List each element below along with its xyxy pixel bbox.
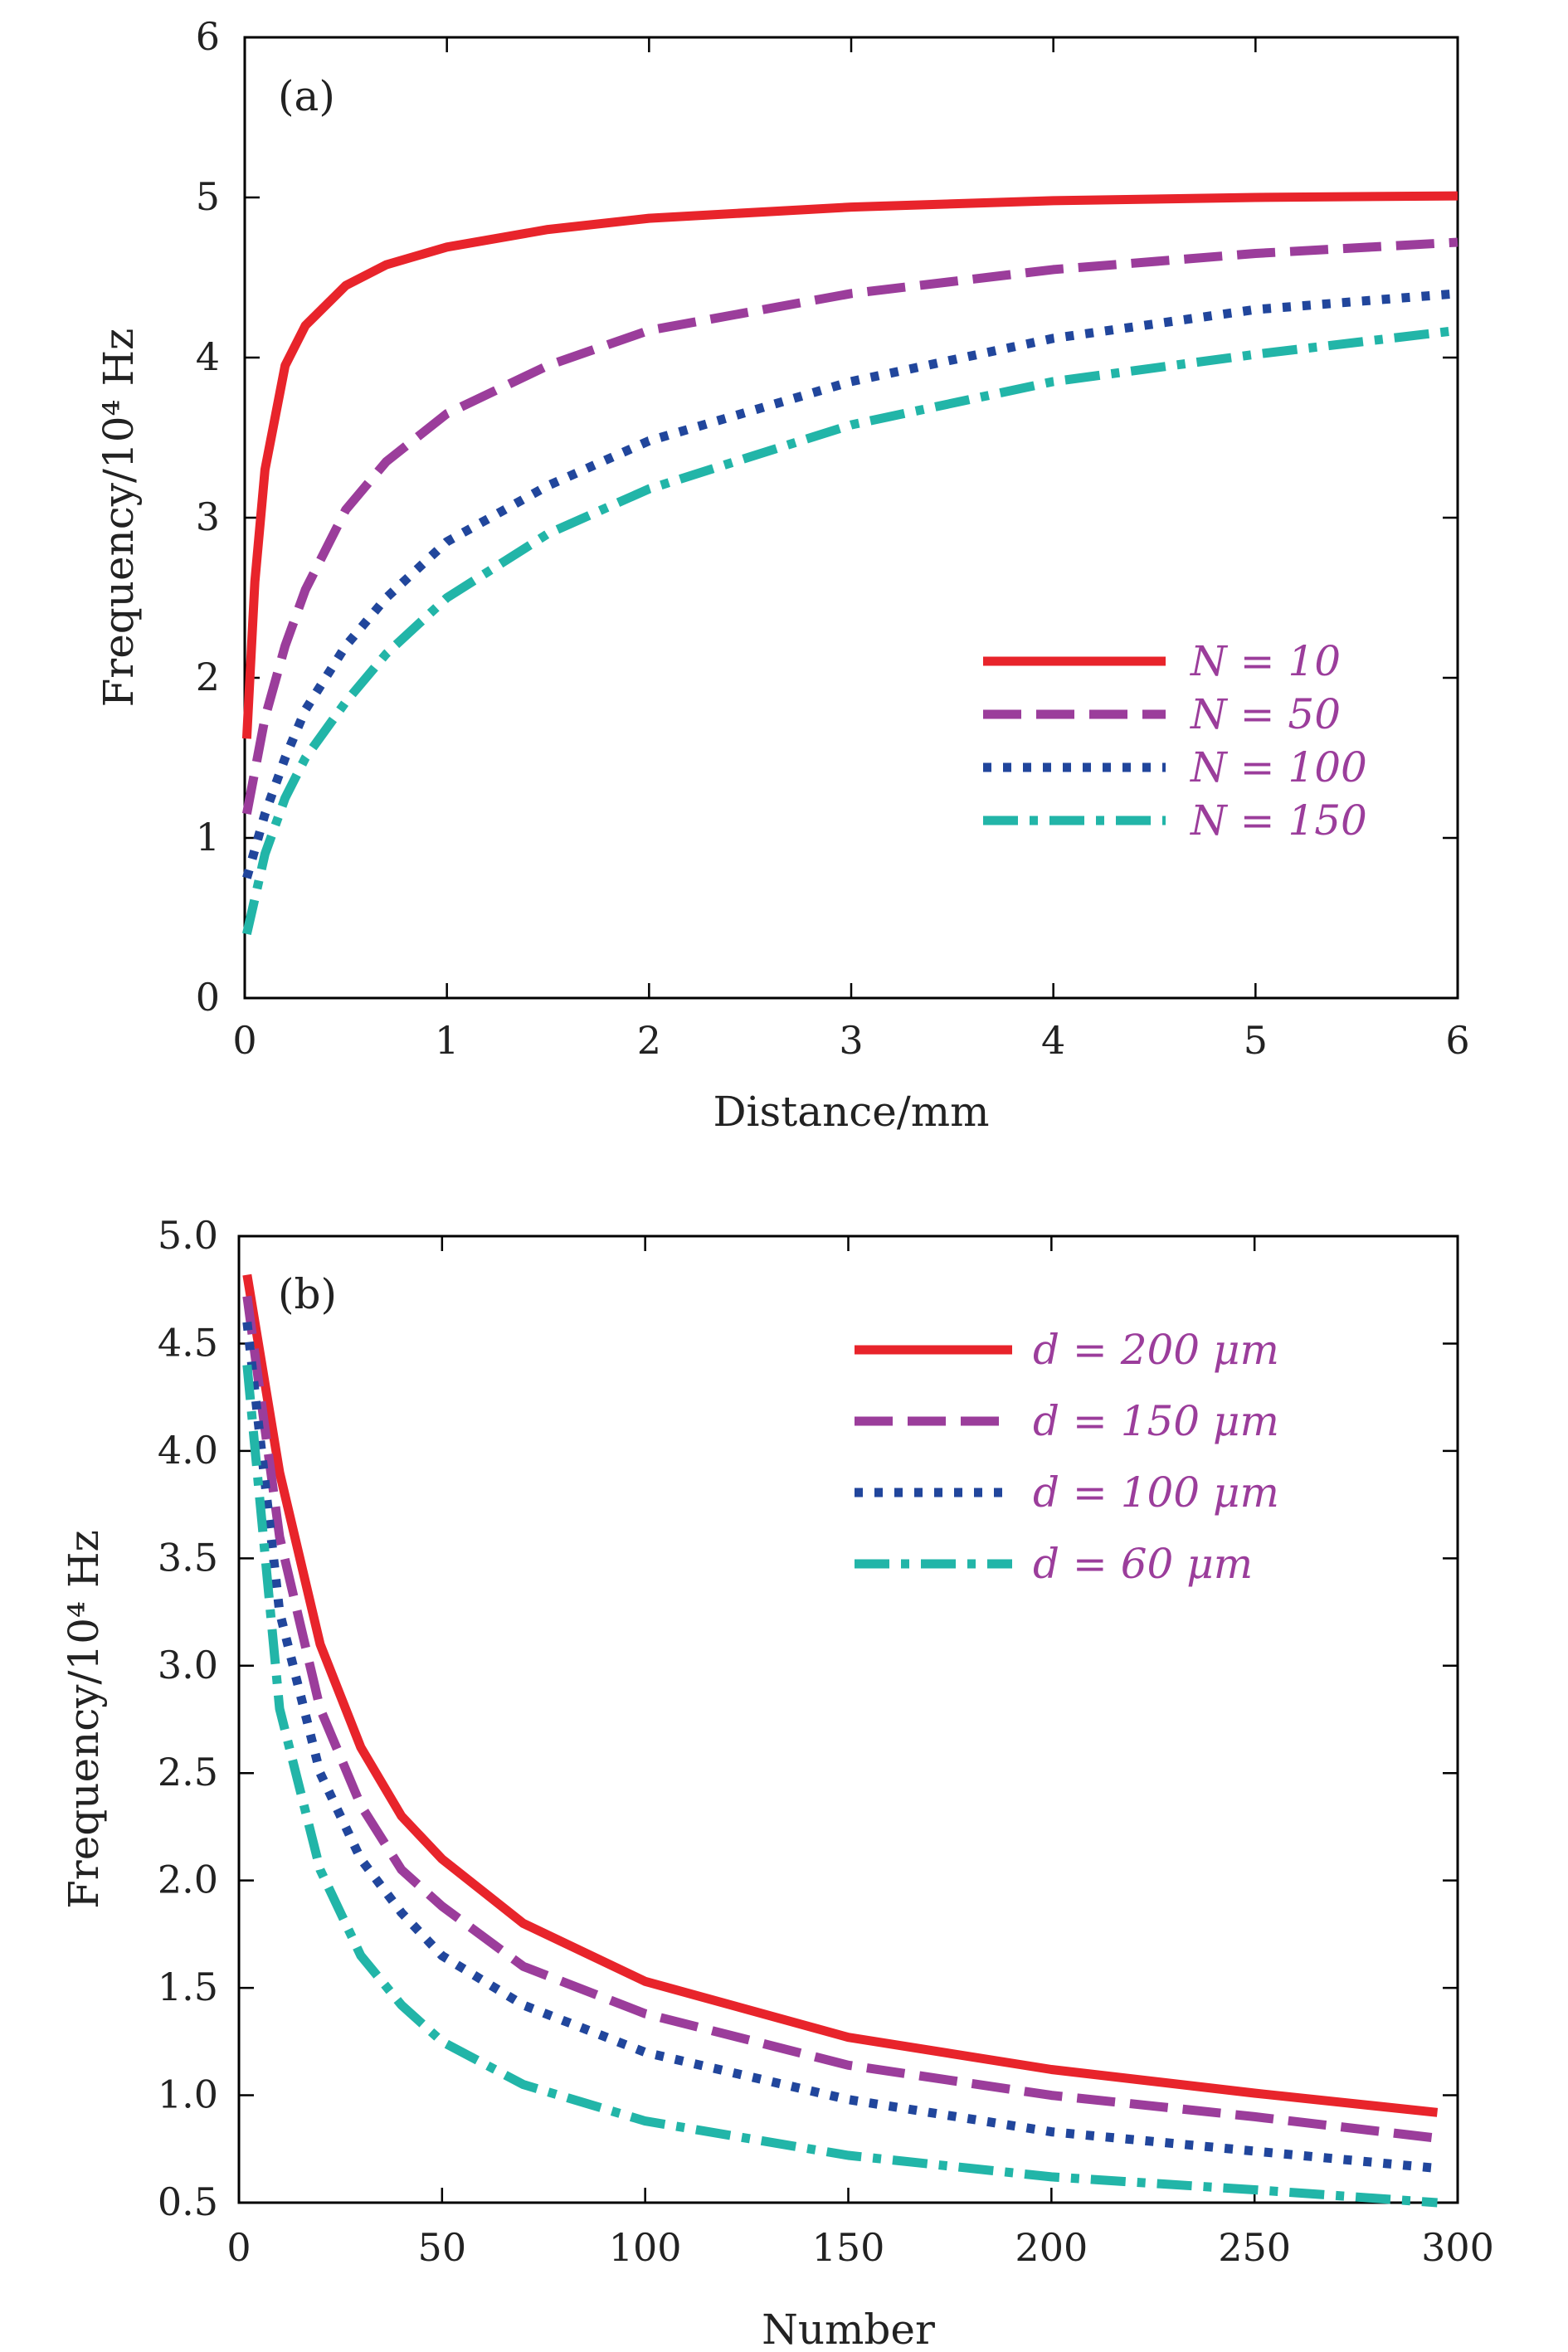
legend-label-1: d = 150 μm [1033,1397,1279,1445]
x-tick-label: 300 [1421,2225,1494,2270]
y-tick-label: 3.0 [158,1643,218,1687]
chart-panel-a: 0 1 2 3 4 5 6 0 1 2 3 4 5 6 Distance/mm Frequency/10⁴ H… [95,14,1470,1136]
y-tick-label: 3.5 [158,1535,218,1580]
x-axis-title: Distance/mm [713,1088,989,1136]
y-tick-label: 3 [196,494,220,539]
y-tick-label: 4 [196,334,220,379]
series-line-2 [242,1321,1439,2174]
y-tick-label: 1 [196,815,220,859]
series-line-0 [242,1273,1439,2117]
x-tick-label: 50 [418,2225,467,2270]
x-tick-label: 0 [226,2225,251,2270]
y-tick-label: 5.0 [158,1213,218,1258]
legend-label-3: N = 150 [1190,796,1367,845]
legend-label-2: N = 100 [1190,743,1367,791]
y-tick-label: 6 [196,14,220,59]
series-line-1 [242,1295,1439,2143]
chart-panel-b: 0 50 100 150 200 250 300 0.5 1.0 1.5 2.0 2.5 3.0 3.5 4… [60,1213,1494,2352]
x-tick-label: 4 [1041,1018,1065,1063]
y-tick-label: 4.0 [158,1428,218,1473]
x-tick-label: 250 [1218,2225,1291,2270]
legend-label-0: d = 200 μm [1033,1326,1279,1374]
legend-label-3: d = 60 μm [1033,1540,1253,1588]
y-tick-label: 1.0 [158,2072,218,2117]
legend-label-0: N = 10 [1190,637,1341,685]
x-tick-label: 150 [812,2225,885,2270]
series-line-3 [242,325,1458,936]
x-tick-label: 200 [1015,2225,1088,2270]
series-line-2 [242,289,1458,879]
y-tick-label: 4.5 [158,1320,218,1365]
panel-label: (a) [278,72,335,120]
x-tick-label: 0 [232,1018,256,1063]
legend-label-1: N = 50 [1190,690,1341,738]
x-tick-label: 1 [435,1018,459,1063]
legend-label-2: d = 100 μm [1033,1468,1279,1517]
plot-frame [237,1234,1459,2204]
x-tick-label: 2 [637,1018,661,1063]
y-tick-label: 5 [196,174,220,219]
y-tick-label: 0 [196,975,220,1020]
x-tick-label: 5 [1244,1018,1268,1063]
plot-frame [243,36,1459,1000]
series-line-0 [241,191,1458,739]
y-tick-label: 1.5 [158,1965,218,2009]
x-tick-label: 100 [609,2225,682,2270]
series-line-3 [242,1364,1438,2208]
y-axis-title: Frequency/10⁴ Hz [95,329,143,708]
panel-label: (b) [278,1270,337,1318]
x-tick-label: 6 [1445,1018,1469,1063]
x-axis-title: Number [762,2306,935,2352]
x-tick-label: 3 [839,1018,863,1063]
y-axis-title: Frequency/10⁴ Hz [60,1530,108,1909]
y-tick-label: 2.5 [158,1750,218,1794]
series-line-1 [241,237,1458,816]
y-tick-label: 0.5 [158,2179,218,2224]
y-tick-label: 2 [196,655,220,699]
y-tick-label: 2.0 [158,1858,218,1902]
